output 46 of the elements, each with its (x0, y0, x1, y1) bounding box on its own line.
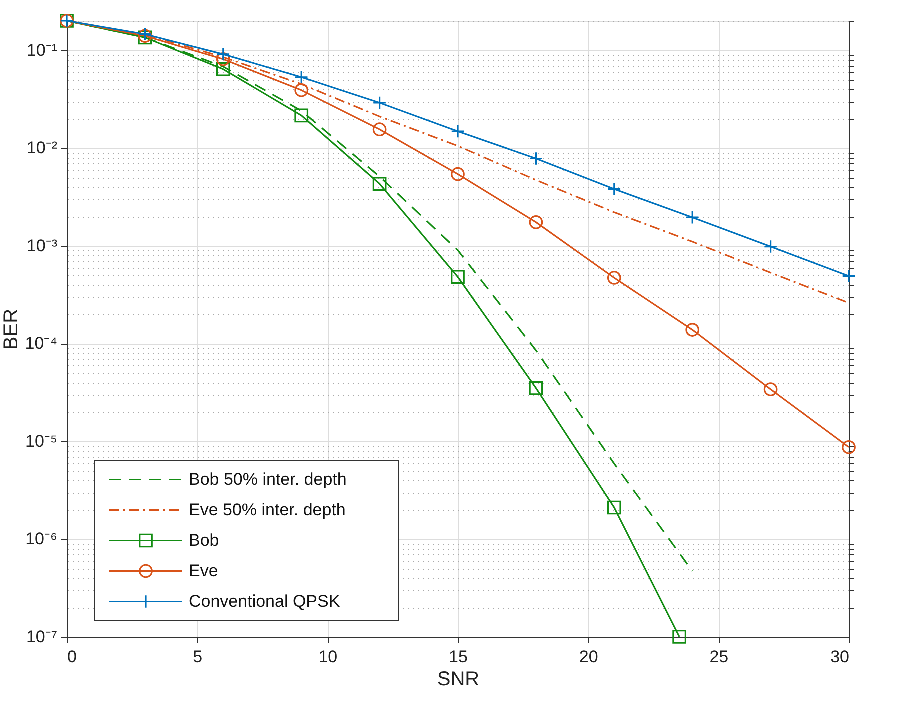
point (529, 381, 544, 396)
x-tick-label: 20 (579, 648, 598, 666)
x-tick-label: 15 (449, 648, 468, 666)
point (372, 96, 387, 110)
y-tick-label: 10⁻⁶ (26, 530, 58, 549)
point (842, 269, 856, 284)
point (294, 83, 309, 98)
point (529, 152, 544, 166)
y-tick-label: 10⁻² (26, 138, 58, 158)
point (216, 52, 230, 66)
point (607, 182, 622, 196)
point (372, 177, 387, 191)
point (372, 122, 387, 136)
point (451, 124, 465, 138)
y-tick-label: 10⁻⁷ (26, 628, 58, 646)
legend-label: Eve (189, 561, 218, 580)
y-tick-label: 10⁻⁵ (26, 432, 58, 451)
point (686, 323, 700, 337)
legend-label: Conventional QPSK (189, 592, 341, 611)
legend-label: Bob 50% inter. depth (189, 470, 347, 489)
x-tick-label: 5 (193, 648, 203, 666)
point (607, 271, 622, 285)
y-tick-label: 10⁻⁴ (25, 334, 58, 354)
point (294, 108, 309, 123)
x-axis-title: SNR (437, 668, 480, 690)
point (764, 240, 778, 254)
point (216, 48, 230, 62)
point (686, 210, 700, 225)
point (294, 70, 309, 84)
point (764, 382, 778, 396)
point (842, 440, 856, 454)
point (216, 62, 230, 76)
legend-label: Eve 50% inter. depth (189, 500, 346, 520)
point (529, 216, 544, 230)
point (672, 630, 686, 644)
x-tick-label: 25 (710, 648, 729, 666)
x-tick-label: 10 (318, 648, 338, 666)
y-axis-title: BER (0, 308, 22, 350)
legend-label: Bob (189, 530, 220, 550)
point (607, 500, 622, 515)
point (451, 167, 465, 182)
point (451, 270, 465, 284)
y-tick-label: 10⁻¹ (26, 40, 58, 60)
x-tick-label: 0 (68, 648, 77, 666)
y-tick-label: 10⁻³ (26, 236, 58, 256)
x-tick-label: 30 (830, 648, 850, 666)
